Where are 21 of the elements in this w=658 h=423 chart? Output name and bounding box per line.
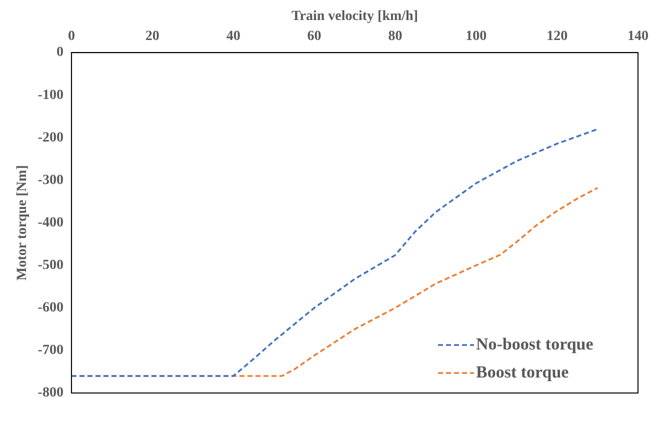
legend-label: No-boost torque	[476, 334, 594, 354]
y-tick-label: -200	[38, 130, 64, 146]
x-tick-label: 60	[307, 28, 322, 44]
y-tick-label: -400	[38, 215, 64, 230]
y-tick-label: -700	[38, 343, 64, 358]
x-tick-label: 40	[226, 28, 240, 44]
x-axis-title: Train velocity [km/h]	[291, 9, 418, 24]
y-tick-label: 0	[56, 45, 64, 60]
x-tick-label: 0	[68, 28, 75, 44]
y-tick-label: -300	[38, 172, 64, 188]
x-tick-label: 120	[546, 28, 568, 44]
legend-label: Boost torque	[476, 362, 570, 382]
y-axis-title: Motor torque [Nm]	[15, 165, 30, 280]
x-tick-label: 80	[388, 28, 402, 44]
x-tick-label: 100	[466, 28, 487, 44]
y-tick-label: -100	[38, 88, 64, 103]
y-tick-label: -500	[38, 258, 64, 273]
x-tick-label: 140	[628, 28, 648, 44]
y-tick-label: -600	[38, 300, 64, 316]
y-tick-label: -800	[38, 386, 64, 401]
x-tick-label: 20	[145, 28, 160, 44]
